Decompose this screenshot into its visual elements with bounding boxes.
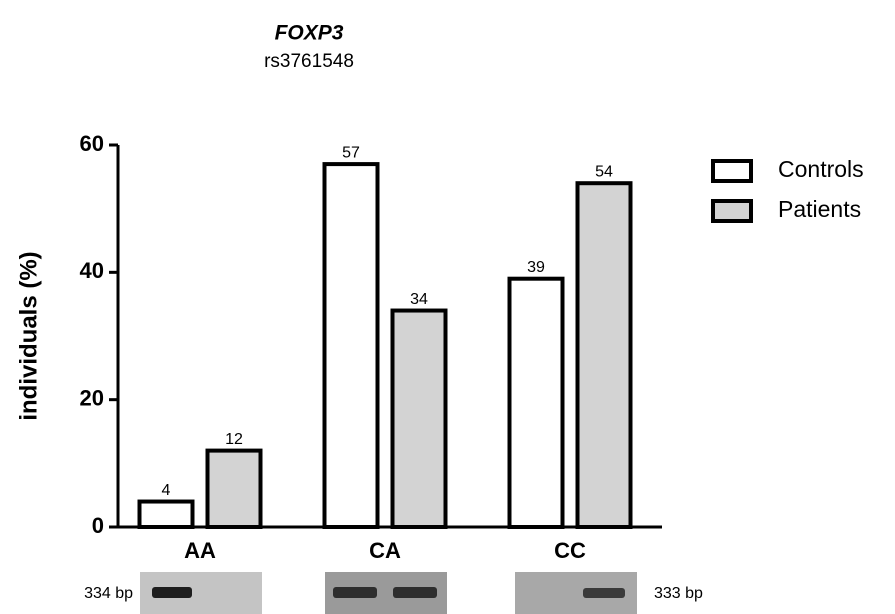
y-tick-label: 0 — [92, 513, 104, 538]
bar — [325, 164, 378, 527]
gel-size-label: 334 bp — [84, 585, 133, 602]
x-tick-label: CC — [554, 538, 586, 563]
data-label: 12 — [225, 431, 243, 448]
x-tick-label: AA — [184, 538, 216, 563]
gel-band — [152, 587, 192, 598]
gel-band — [393, 587, 437, 598]
data-label: 34 — [410, 291, 428, 308]
bar — [578, 183, 631, 527]
chart-subtitle: rs3761548 — [264, 51, 354, 72]
bar — [510, 279, 563, 527]
data-label: 54 — [595, 163, 613, 180]
chart: FOXP3 rs3761548 individuals (%) 0 20 40 60 A… — [0, 0, 895, 614]
y-tick-label: 40 — [80, 258, 104, 283]
y-tick-label: 20 — [80, 385, 104, 410]
legend-swatch — [713, 201, 751, 221]
legend-label: Controls — [778, 156, 864, 182]
x-tick-label: CA — [369, 538, 401, 563]
y-tick-label: 60 — [80, 131, 104, 156]
chart-title: FOXP3 — [275, 22, 344, 45]
data-label: 39 — [527, 259, 545, 276]
data-label: 57 — [342, 144, 360, 161]
gel-band — [583, 588, 625, 598]
y-axis-label: individuals (%) — [15, 251, 42, 420]
data-label: 4 — [162, 482, 171, 499]
legend-swatch — [713, 161, 751, 181]
gel-band — [333, 587, 377, 598]
gel-size-label: 333 bp — [654, 585, 703, 602]
bar — [140, 502, 193, 527]
bar — [208, 451, 261, 527]
gel-images — [140, 572, 637, 614]
legend-label: Patients — [778, 196, 861, 222]
bar — [393, 311, 446, 527]
